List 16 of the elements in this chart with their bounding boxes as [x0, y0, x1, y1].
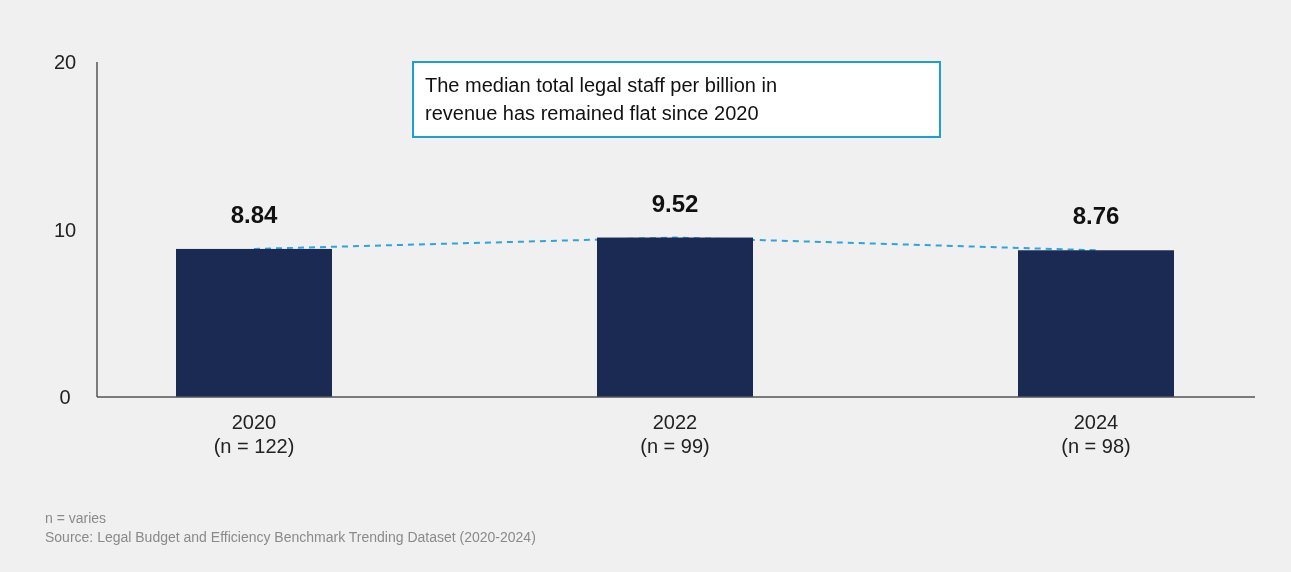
data-label: 8.76 — [1072, 202, 1120, 230]
bar — [1018, 250, 1174, 397]
bar — [176, 248, 332, 397]
y-tick-label: 0 — [59, 386, 71, 408]
y-tick-label: 20 — [53, 51, 77, 73]
data-label: 8.84 — [230, 200, 278, 228]
text: n = varies — [45, 510, 107, 526]
data-label: 9.52 — [651, 189, 699, 217]
x-tick-label: 2024 (n = 98) — [1061, 411, 1131, 457]
source-note: Source: Legal Budget and Efficiency Benchmark Trending Dataset (2020-2024) — [45, 529, 536, 545]
y-tick-label: 10 — [53, 218, 77, 241]
x-tick-label: 2022 (n = 99) — [640, 411, 710, 457]
annotation: The median total legal staff per billion in revenue has remained flat since 2020 — [425, 74, 778, 124]
bar — [597, 237, 753, 397]
text-box: The median total legal staff per billion in revenue has remained flat since 2020 — [412, 61, 941, 138]
x-tick-label: 2020 (n = 122) — [213, 411, 295, 457]
